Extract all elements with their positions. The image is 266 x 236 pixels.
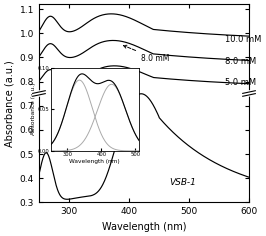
Text: 8.0 mM: 8.0 mM xyxy=(225,57,256,66)
Text: 5.0 mM: 5.0 mM xyxy=(225,77,256,87)
Text: 10.0 mM: 10.0 mM xyxy=(225,35,261,44)
Text: VSB-1: VSB-1 xyxy=(169,178,196,187)
Text: 8.0 mM: 8.0 mM xyxy=(123,45,169,63)
Y-axis label: Absorbance (a.u.): Absorbance (a.u.) xyxy=(4,60,14,147)
X-axis label: Wavelength (nm): Wavelength (nm) xyxy=(102,222,186,232)
